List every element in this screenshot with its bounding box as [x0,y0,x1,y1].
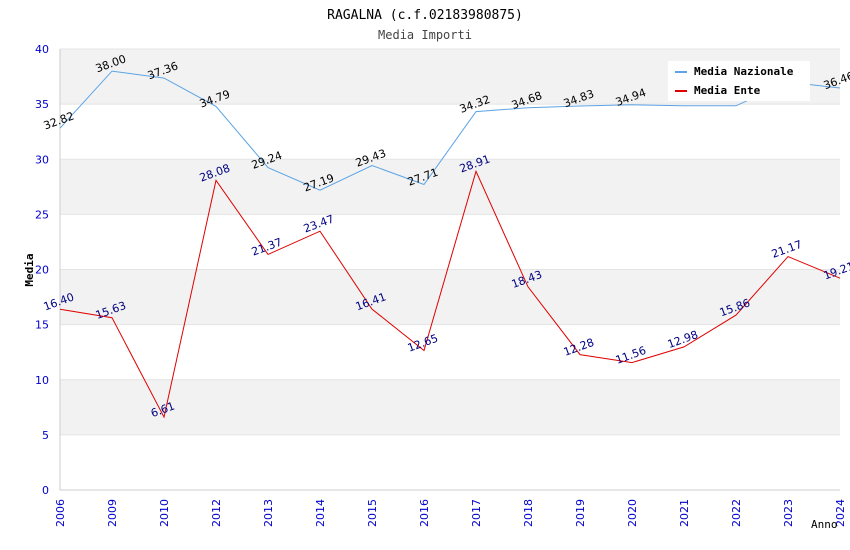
y-tick-label: 15 [35,319,49,332]
plot-band [60,159,840,215]
y-tick-label: 20 [35,264,49,277]
x-axis-label: Anno [811,518,838,531]
x-tick-label: 2010 [158,499,171,527]
legend-label-media-nazionale: Media Nazionale [694,65,794,78]
x-tick-label: 2017 [470,499,483,527]
y-tick-label: 40 [35,43,49,56]
plot-band [60,379,840,435]
legend: Media Nazionale Media Ente [668,61,810,101]
legend-label-media-ente: Media Ente [694,84,761,97]
y-tick-label: 10 [35,374,49,387]
x-tick-label: 2006 [54,499,67,527]
x-tick-label: 2012 [210,499,223,527]
x-tick-label: 2018 [522,499,535,527]
x-tick-label: 2019 [574,499,587,527]
series-lines [59,70,841,419]
y-tick-label: 35 [35,98,49,111]
x-tick-label: 2009 [106,499,119,527]
y-tick-label: 25 [35,208,49,221]
chart-title: RAGALNA (c.f.02183980875) [327,8,523,23]
x-tick-label: 2015 [366,499,379,527]
plot-band [60,104,840,160]
chart-subtitle: Media Importi [378,28,472,42]
series-line-media-nazionale [59,70,841,191]
x-tick-label: 2023 [782,499,795,527]
plot-band [60,324,840,380]
x-tick-label: 2024 [834,499,847,527]
x-tick-label: 2020 [626,499,639,527]
y-tick-label: 30 [35,153,49,166]
series-line-media-ente [59,169,841,419]
legend-box [668,61,810,101]
axes: 0 5 10 15 20 25 30 35 40 2006 2009 2010 2012 2013 2014… [35,43,847,527]
x-tick-label: 2014 [314,499,327,527]
x-tick-label: 2022 [730,499,743,527]
y-tick-label: 0 [42,484,49,497]
x-tick-label: 2016 [418,499,431,527]
y-tick-label: 5 [42,429,49,442]
x-tick-label: 2021 [678,499,691,527]
x-tick-label: 2013 [262,499,275,527]
plot-band [60,434,840,490]
y-axis-label: Media [23,253,36,286]
